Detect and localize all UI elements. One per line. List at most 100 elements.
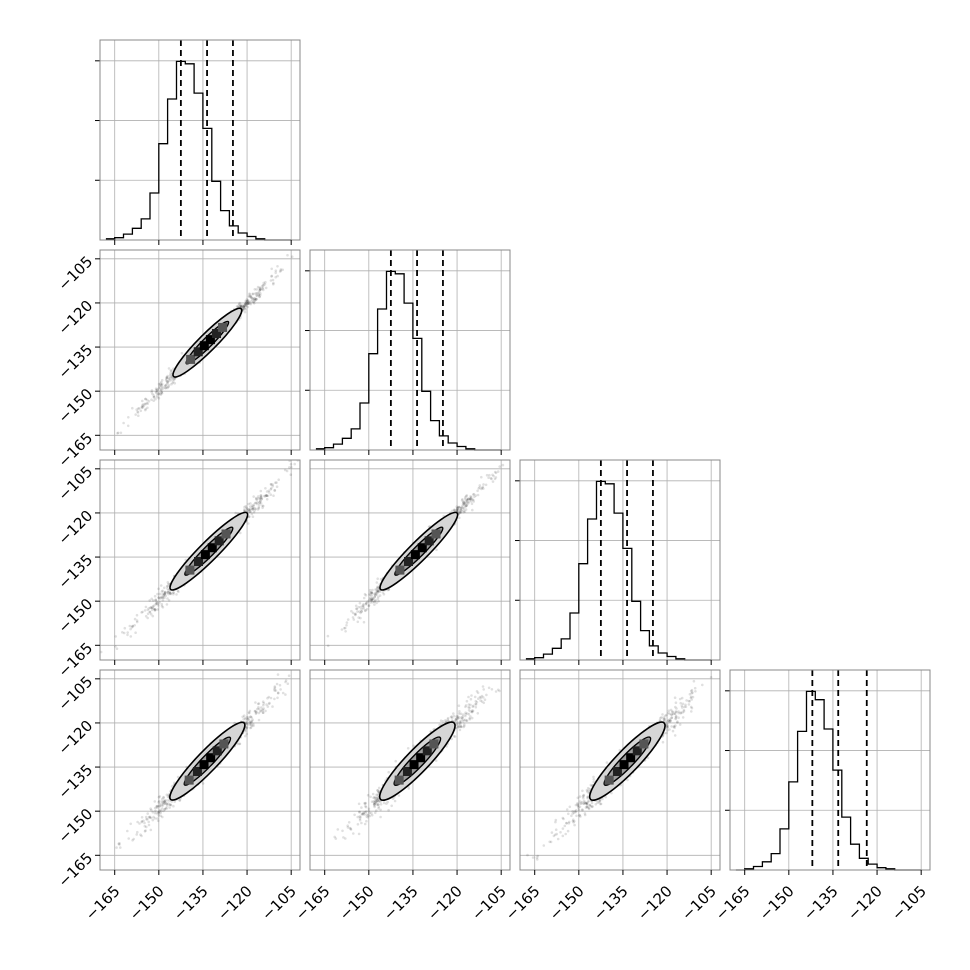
- sample-point: [271, 485, 275, 488]
- sample-point: [376, 589, 380, 592]
- sample-point: [259, 502, 263, 505]
- sample-point: [166, 597, 169, 600]
- sample-point: [166, 386, 169, 390]
- sample-point: [462, 509, 466, 512]
- sample-point: [247, 301, 250, 304]
- sample-point: [173, 382, 177, 385]
- sample-point: [364, 608, 367, 612]
- sample-point: [333, 835, 337, 839]
- sample-point: [453, 508, 456, 512]
- sample-point: [470, 495, 473, 499]
- sample-point: [459, 725, 463, 729]
- sample-point: [152, 395, 156, 399]
- sample-point: [253, 288, 257, 291]
- sample-point: [585, 788, 589, 792]
- sample-point: [242, 508, 246, 511]
- sample-point: [375, 799, 379, 802]
- sample-point: [143, 402, 146, 406]
- sample-point: [156, 392, 160, 396]
- sample-point: [663, 718, 666, 722]
- sample-point: [659, 716, 662, 720]
- sample-point: [462, 719, 465, 723]
- sample-point: [100, 451, 103, 454]
- sample-point: [407, 787, 411, 790]
- sample-point: [462, 503, 466, 507]
- sample-point: [460, 506, 464, 509]
- sample-point: [574, 809, 578, 812]
- sample-point: [376, 798, 380, 801]
- sample-point: [358, 811, 361, 814]
- sample-point: [164, 594, 168, 598]
- sample-point: [160, 604, 164, 608]
- sample-point: [166, 591, 170, 594]
- sample-point: [244, 734, 247, 738]
- sample-point: [376, 577, 380, 580]
- sample-point: [356, 610, 359, 613]
- sample-point: [371, 597, 375, 600]
- sample-point: [382, 801, 386, 805]
- sample-point: [155, 389, 159, 393]
- sample-point: [168, 590, 172, 593]
- sample-point: [372, 802, 376, 806]
- sample-point: [250, 719, 254, 723]
- sample-point: [158, 592, 162, 596]
- sample-point: [370, 598, 373, 602]
- sample-point: [365, 607, 369, 611]
- histogram-frame: [309, 249, 511, 451]
- sample-point: [276, 696, 279, 700]
- sample-point: [367, 599, 371, 602]
- histogram-step: [735, 690, 922, 871]
- sample-point: [252, 495, 255, 498]
- sample-point: [161, 589, 164, 593]
- sample-point: [129, 635, 133, 638]
- sample-point: [249, 296, 253, 299]
- sample-point: [357, 802, 361, 806]
- sample-point: [273, 697, 276, 701]
- sample-point: [498, 465, 502, 468]
- sample-point: [143, 830, 147, 833]
- sample-point: [357, 605, 360, 609]
- sample-point: [138, 822, 141, 825]
- sample-point: [376, 589, 380, 593]
- sample-point: [684, 705, 688, 709]
- sample-point: [155, 805, 159, 808]
- sample-point: [249, 726, 253, 729]
- sample-point: [257, 707, 261, 711]
- sample-point: [475, 690, 479, 693]
- sample-point: [258, 288, 262, 292]
- sample-point: [160, 800, 164, 803]
- sample-point: [370, 800, 374, 803]
- sample-point: [687, 699, 691, 703]
- sample-point: [258, 501, 261, 504]
- sample-point: [459, 712, 463, 715]
- sample-point: [239, 305, 242, 308]
- sample-point: [245, 726, 249, 729]
- sample-point: [459, 506, 463, 510]
- sample-point: [342, 836, 345, 839]
- sample-point: [469, 697, 473, 701]
- sample-point: [259, 495, 263, 499]
- sample-point: [237, 304, 241, 307]
- sample-point: [171, 591, 175, 594]
- sample-point: [274, 275, 278, 279]
- sample-point: [147, 400, 151, 403]
- sample-point: [157, 814, 160, 817]
- sample-point: [268, 701, 271, 705]
- sample-point: [360, 821, 363, 825]
- sample-point: [370, 811, 373, 815]
- sample-point: [169, 803, 172, 806]
- sample-point: [374, 593, 377, 596]
- sample-point: [346, 826, 350, 829]
- sample-point: [154, 387, 158, 391]
- sample-point: [254, 297, 258, 301]
- sample-point: [140, 816, 144, 819]
- sample-point: [168, 806, 171, 809]
- sample-point: [253, 509, 257, 512]
- sample-point: [554, 818, 558, 822]
- sample-point: [273, 489, 277, 492]
- sample-point: [290, 466, 293, 469]
- sample-point: [464, 504, 468, 508]
- sample-point: [441, 720, 445, 723]
- sample-point: [459, 724, 463, 728]
- ytick-label: −165: [55, 639, 97, 681]
